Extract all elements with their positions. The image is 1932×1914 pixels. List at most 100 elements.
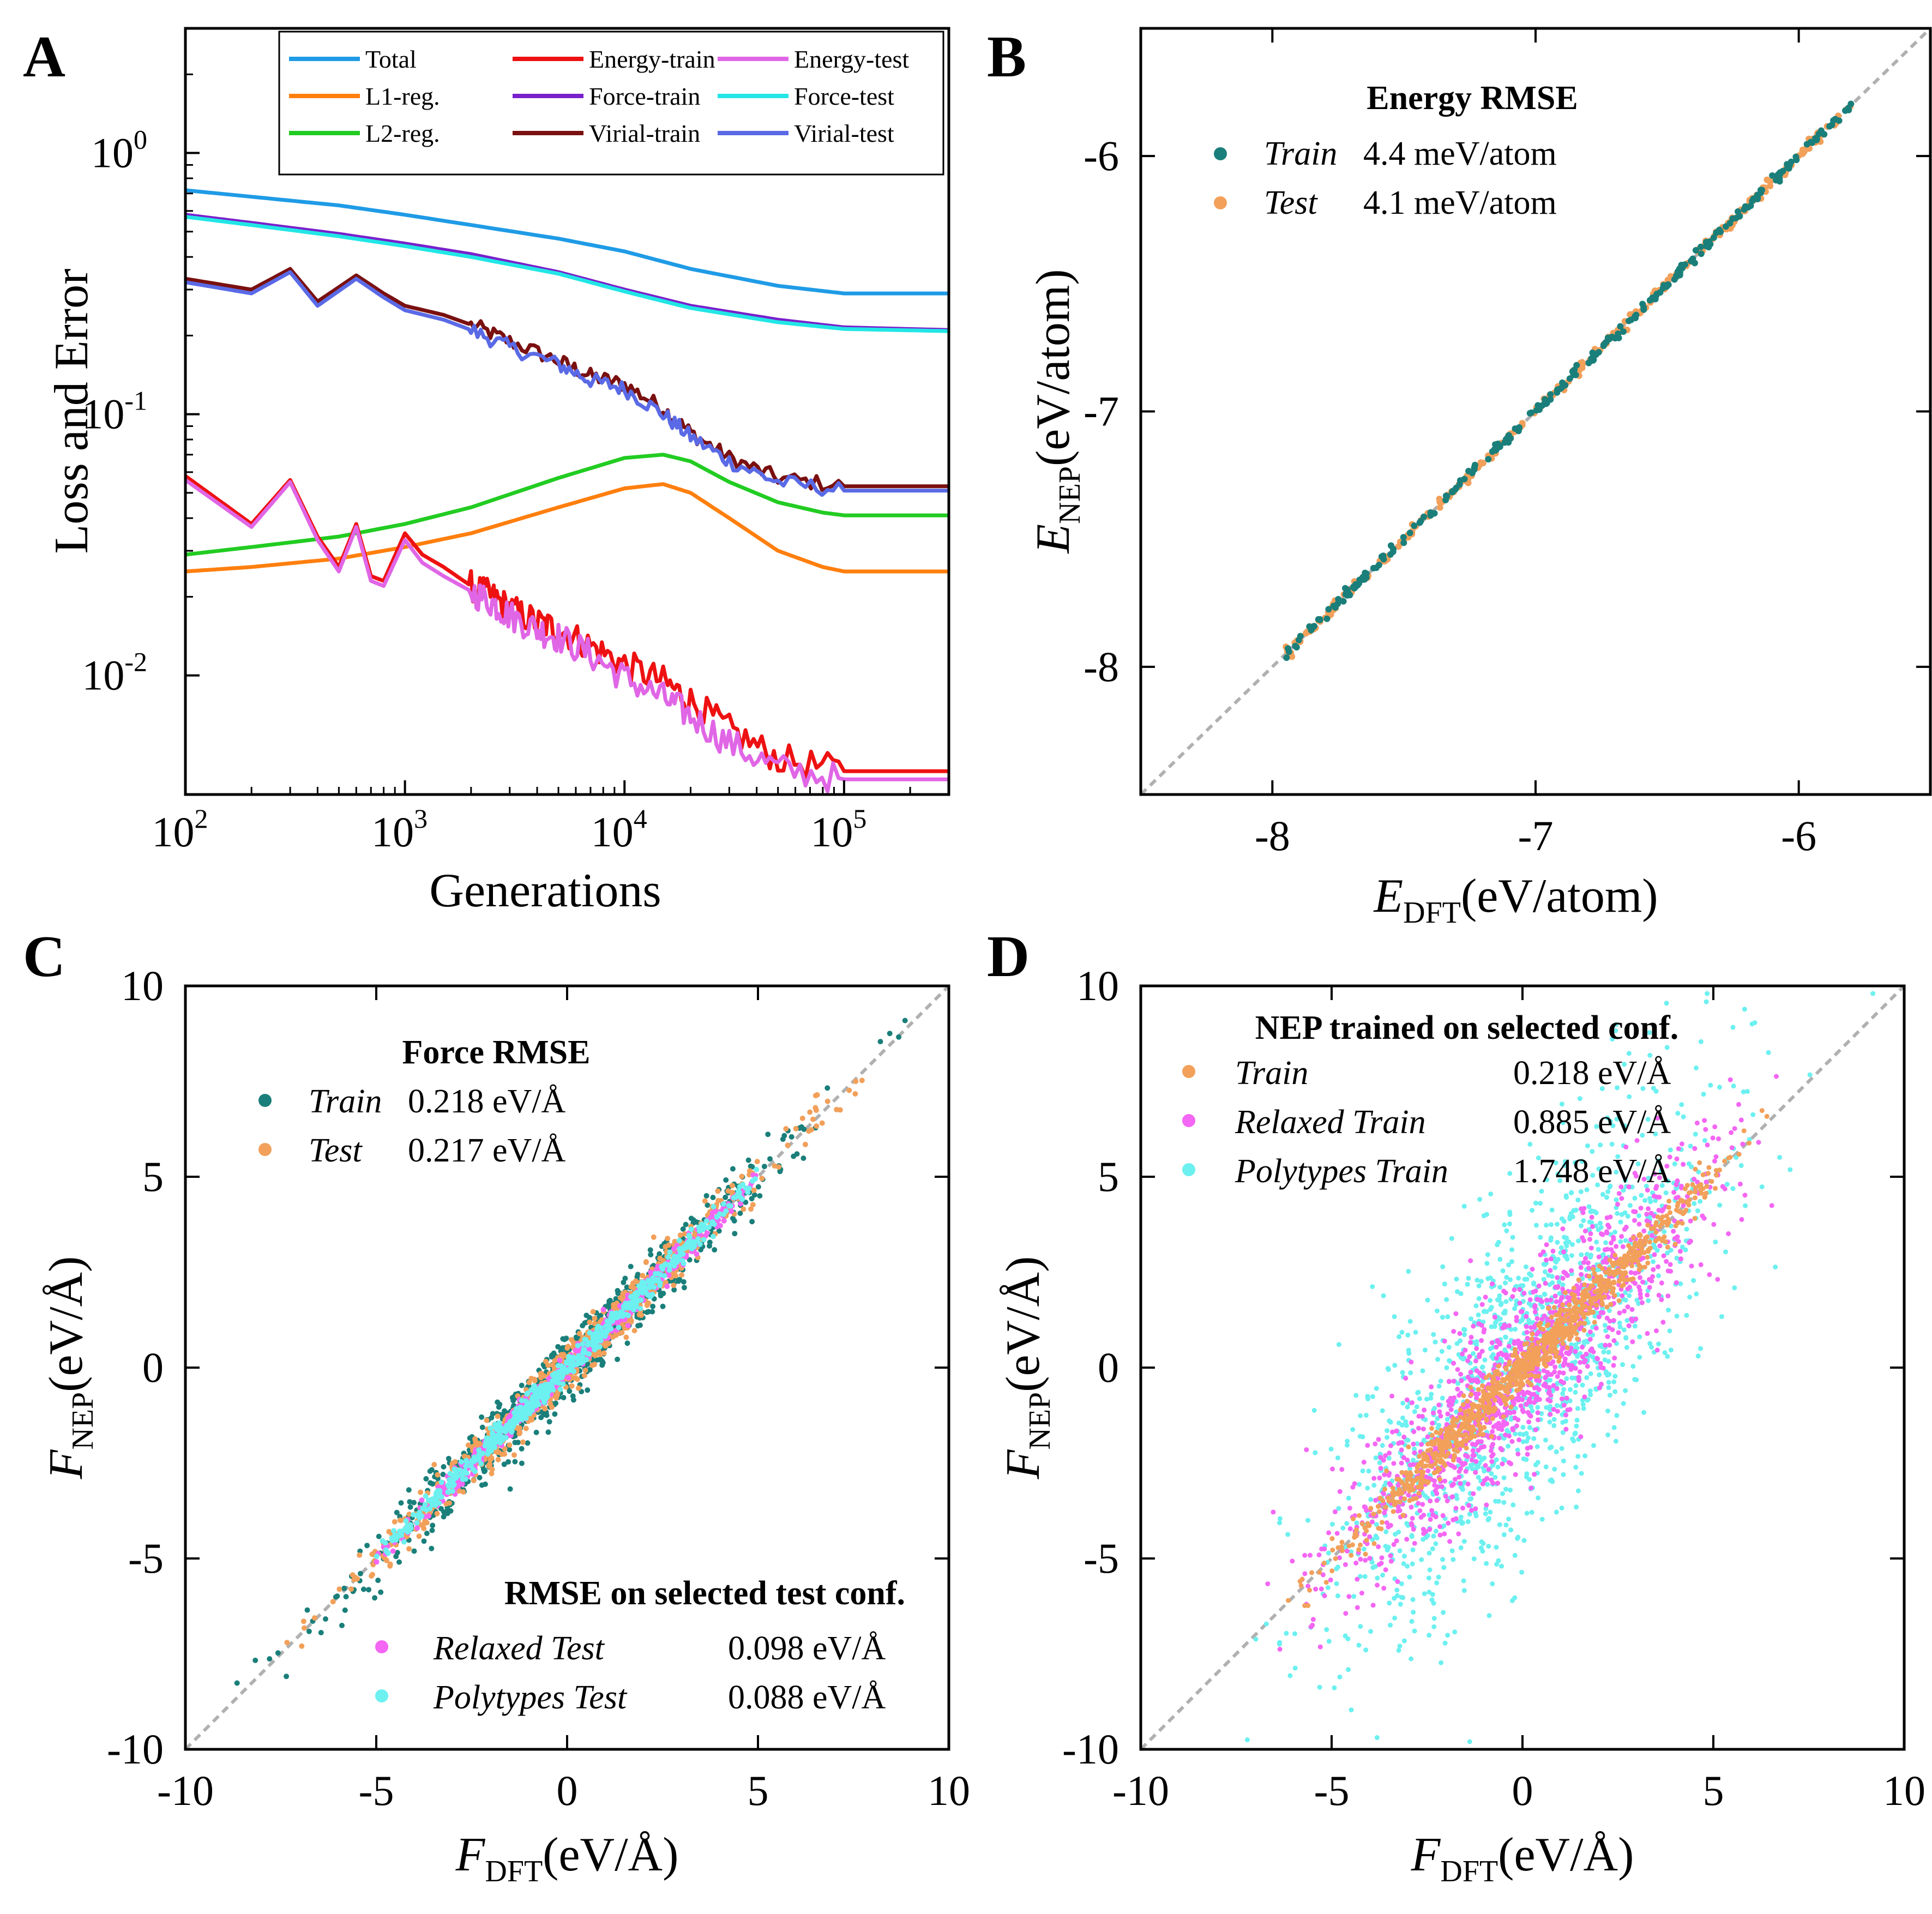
point-train [794,1151,800,1157]
point-test [553,1395,559,1401]
point-train [545,1429,551,1435]
panel-c-legend-test-name: Test [309,1132,363,1169]
point-train [1571,366,1578,374]
point-polytypes-train [1606,1380,1611,1385]
point-polytypes-train [1598,1142,1603,1148]
point-polytypes-train [1386,1544,1391,1550]
point-test [484,1417,490,1423]
panel-c-points [234,1018,908,1686]
point-train [1390,546,1397,552]
point-train [441,1464,447,1470]
point-polytypes-train [1407,1574,1412,1580]
point-train [1515,425,1522,432]
point-test [502,1446,508,1452]
point-train [482,1468,487,1474]
point-test [486,1462,492,1468]
point-polytypes-train [1436,1423,1442,1428]
point-test [392,1519,398,1525]
x-tick-mantissa: 10 [591,808,634,856]
point-polytypes-train [1277,1640,1283,1645]
x-tick-mantissa: 10 [371,808,414,856]
point-polytypes-train [1436,1574,1441,1580]
panel-c-xlabel-unit: (eV/Å) [543,1828,678,1881]
x-tick-label: 10 [928,1767,970,1814]
point-polytypes-train [1488,1275,1493,1280]
point-polytypes-train [1552,1466,1557,1472]
point-test [574,1376,580,1382]
point-polytypes-train [1562,1254,1568,1259]
panel-b-ylabel-sub: NEP [1053,466,1087,524]
point-polytypes-test [667,1249,673,1255]
point-train [323,1616,328,1622]
point-polytypes-train [1392,1314,1397,1320]
panel-b-xlabel: EDFT(eV/atom) [1373,870,1658,930]
panel-letter-c: C [23,924,65,989]
point-polytypes-train [1409,1618,1415,1624]
point-polytypes-train [1397,1644,1403,1649]
point-polytypes-train [1358,1413,1363,1418]
point-polytypes-test [711,1221,717,1227]
panel-a-xlabel: Generations [429,864,661,917]
point-train [1759,186,1766,194]
point-relaxed-train [1564,1395,1569,1401]
legend-label-virial-train: Virial-train [589,119,700,147]
point-polytypes-train [1627,1293,1632,1298]
point-test [495,1413,501,1419]
point-polytypes-train [1461,1588,1467,1593]
panel-c-ylabel-unit: (eV/Å) [40,1256,93,1392]
point-polytypes-train [1311,1407,1317,1413]
point-polytypes-train [1477,1196,1483,1202]
point-test [640,1273,646,1279]
point-train [705,1202,711,1208]
point-polytypes-train [1598,1225,1604,1230]
point-polytypes-train [1346,1495,1351,1501]
point-polytypes-train [1394,1587,1400,1593]
legend-label-force-train: Force-train [589,82,700,110]
point-polytypes-train [1476,1283,1482,1289]
point-polytypes-train [1427,1550,1432,1556]
point-train [723,1194,729,1200]
point-train [1400,539,1407,546]
point-polytypes-train [1539,1516,1545,1522]
point-polytypes-train [1351,1594,1357,1599]
point-polytypes-test [459,1459,465,1465]
point-train [1653,291,1660,297]
point-polytypes-train [1538,1235,1543,1240]
point-polytypes-train [1445,1633,1450,1638]
point-polytypes-train [1543,1464,1549,1470]
point-polytypes-train [1427,1633,1432,1638]
point-polytypes-test [403,1518,409,1524]
point-polytypes-train [1597,1372,1602,1377]
point-polytypes-train [1497,1293,1502,1298]
point-test [336,1586,342,1592]
point-train [1431,510,1438,517]
point-train [1698,243,1704,250]
point-train [1485,456,1492,463]
point-polytypes-train [1597,1343,1603,1349]
point-polytypes-test [383,1547,389,1553]
point-polytypes-test [404,1522,410,1528]
point-test [311,1615,317,1621]
point-train [1787,158,1795,165]
point-polytypes-train [1724,1182,1730,1187]
point-test [651,1234,657,1240]
point-relaxed-train [1355,1605,1360,1610]
panel-c-ylabel-sym: F [40,1449,93,1479]
point-train [1342,591,1349,598]
point-polytypes-train [1510,1502,1516,1508]
point-train [304,1607,310,1613]
point-polytypes-train [1561,1387,1567,1392]
point-polytypes-train [1708,1082,1713,1088]
panel-c-legend-test-rmse: 0.217 eV/Å [408,1132,566,1169]
point-polytypes-test [590,1338,596,1344]
point-polytypes-test [731,1195,737,1201]
y-tick-mantissa: 10 [82,652,124,699]
point-train [1671,276,1678,283]
point-train [1736,213,1743,220]
point-polytypes-test [471,1458,477,1464]
point-polytypes-train [1605,1409,1611,1413]
point-polytypes-train [1365,1394,1370,1399]
point-train [677,1277,682,1283]
point-polytypes-train [1575,1197,1581,1203]
point-polytypes-test [374,1554,380,1560]
